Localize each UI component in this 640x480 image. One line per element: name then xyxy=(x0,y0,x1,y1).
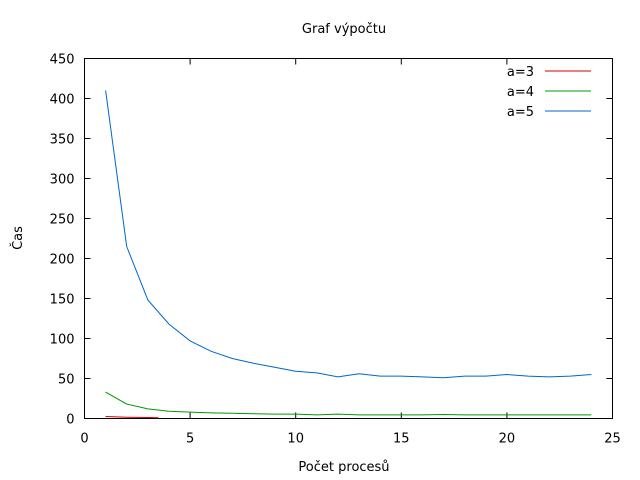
series-line-a=5 xyxy=(105,90,592,379)
series-lines xyxy=(105,90,592,419)
legend: a=3 a=4 a=5 xyxy=(507,65,591,120)
y-tick-label: 250 xyxy=(50,213,75,228)
x-axis: 0 5 10 15 20 25 xyxy=(80,58,621,447)
series-line-a=4 xyxy=(105,391,592,416)
x-tick-label: 5 xyxy=(186,432,194,447)
legend-label: a=3 xyxy=(507,65,534,80)
y-axis: 0 50 100 150 200 250 300 350 400 450 xyxy=(50,53,613,428)
y-tick-label: 0 xyxy=(66,413,74,428)
x-tick-label: 20 xyxy=(499,432,516,447)
x-tick-label: 10 xyxy=(287,432,304,447)
chart-title: Graf výpočtu xyxy=(302,22,386,37)
y-tick-label: 200 xyxy=(50,253,75,268)
y-tick-label: 100 xyxy=(50,333,75,348)
y-tick-label: 400 xyxy=(50,93,75,108)
y-tick-label: 350 xyxy=(50,133,75,148)
y-axis-label: Čas xyxy=(10,226,26,250)
y-tick-label: 50 xyxy=(58,373,75,388)
y-tick-label: 300 xyxy=(50,173,75,188)
x-tick-label: 15 xyxy=(393,432,410,447)
legend-label: a=4 xyxy=(507,85,534,100)
plot-frame xyxy=(84,58,613,419)
x-tick-label: 25 xyxy=(604,432,621,447)
y-tick-label: 450 xyxy=(50,53,75,68)
legend-label: a=5 xyxy=(507,105,534,120)
y-tick-label: 150 xyxy=(50,293,75,308)
x-tick-label: 0 xyxy=(80,432,88,447)
series-line-a=3 xyxy=(105,416,159,419)
x-axis-label: Počet procesů xyxy=(298,460,389,475)
